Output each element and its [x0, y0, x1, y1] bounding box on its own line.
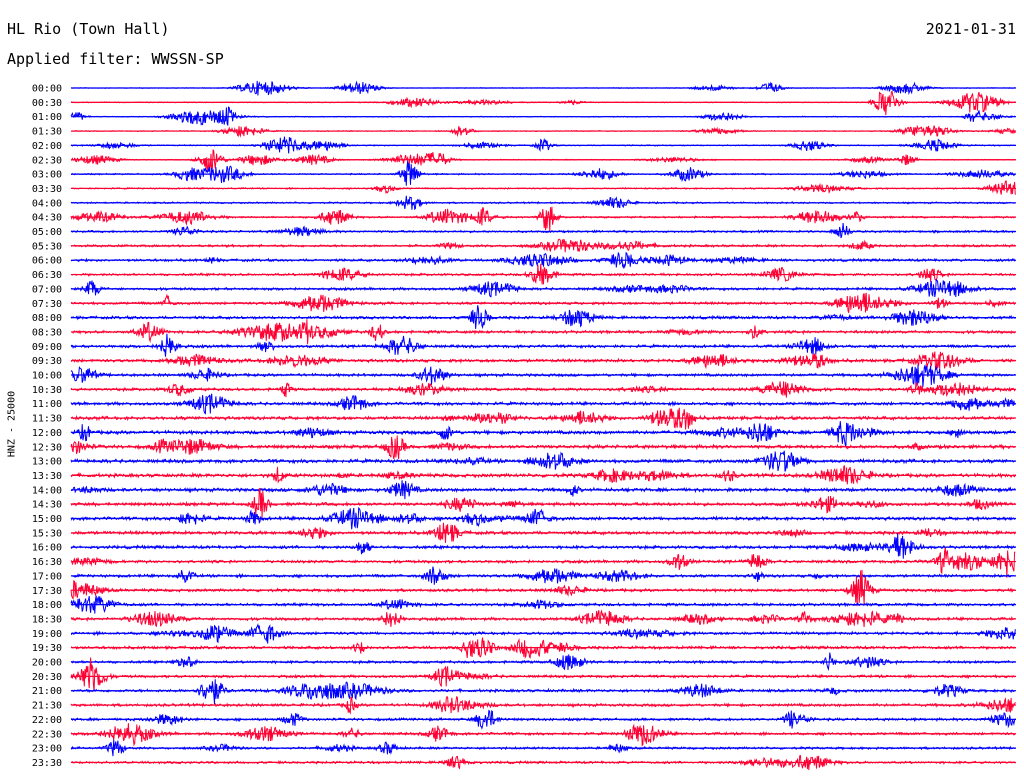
row-time-label: 15:00	[32, 514, 62, 525]
row-time-label: 15:30	[32, 528, 62, 539]
row-time-label: 11:30	[32, 414, 62, 425]
seismogram-trace	[70, 679, 1016, 705]
seismogram-trace	[70, 609, 1016, 628]
row-time-label: 03:00	[32, 170, 62, 181]
row-time-label: 21:00	[32, 686, 62, 697]
seismogram-trace	[70, 652, 1016, 672]
row-time-label: 21:30	[32, 701, 62, 712]
row-time-label: 09:30	[32, 356, 62, 367]
row-time-label: 13:30	[32, 471, 62, 482]
seismogram-trace	[70, 637, 1016, 659]
seismogram-trace	[70, 263, 1016, 285]
row-time-label: 01:30	[32, 127, 62, 138]
row-time-label: 06:30	[32, 270, 62, 281]
seismogram-trace	[70, 206, 1016, 232]
row-time-label: 11:00	[32, 399, 62, 410]
seismogram-trace	[70, 363, 1016, 388]
seismogram-trace	[70, 149, 1016, 172]
row-time-label: 23:30	[32, 758, 62, 769]
seismogram-trace	[70, 319, 1016, 345]
row-time-label: 08:30	[32, 327, 62, 338]
row-time-label: 03:30	[32, 184, 62, 195]
seismogram-trace	[70, 90, 1016, 116]
row-time-label: 14:30	[32, 500, 62, 511]
row-time-label: 17:30	[32, 586, 62, 597]
row-time-label: 08:00	[32, 313, 62, 324]
seismogram-trace	[70, 533, 1016, 559]
row-time-label: 06:00	[32, 256, 62, 267]
row-time-label: 22:30	[32, 729, 62, 740]
row-time-label: 22:00	[32, 715, 62, 726]
row-time-label: 16:30	[32, 557, 62, 568]
row-time-label: 00:30	[32, 98, 62, 109]
row-time-label: 14:00	[32, 485, 62, 496]
seismogram-trace	[70, 223, 1016, 239]
seismogram-trace	[70, 333, 1016, 357]
row-time-label: 01:00	[32, 112, 62, 123]
row-time-label: 12:00	[32, 428, 62, 439]
row-time-label: 20:00	[32, 658, 62, 669]
row-time-label: 07:30	[32, 299, 62, 310]
row-time-label: 23:00	[32, 744, 62, 755]
row-time-label: 13:00	[32, 457, 62, 468]
row-time-label: 12:30	[32, 442, 62, 453]
row-time-label: 02:00	[32, 141, 62, 152]
row-time-label: 05:00	[32, 227, 62, 238]
row-time-label: 02:30	[32, 155, 62, 166]
row-time-label: 18:00	[32, 600, 62, 611]
filter-label: Applied filter: WWSSN-SP	[7, 50, 224, 68]
row-time-label: 04:00	[32, 198, 62, 209]
row-time-label: 00:00	[32, 84, 62, 95]
row-time-label: 07:00	[32, 284, 62, 295]
row-time-label: 18:30	[32, 614, 62, 625]
row-time-label: 20:30	[32, 672, 62, 683]
row-time-label: 19:30	[32, 643, 62, 654]
row-time-label: 05:30	[32, 241, 62, 252]
row-time-label: 09:00	[32, 342, 62, 353]
row-time-label: 16:00	[32, 543, 62, 554]
row-time-label: 04:30	[32, 213, 62, 224]
row-time-label: 19:00	[32, 629, 62, 640]
row-time-label: 17:00	[32, 571, 62, 582]
row-time-label: 10:30	[32, 385, 62, 396]
date-label: 2021-01-31	[925, 20, 1016, 38]
seismogram-trace	[70, 421, 1016, 447]
row-time-label: 10:00	[32, 371, 62, 382]
station-title: HL Rio (Town Hall)	[7, 20, 170, 38]
